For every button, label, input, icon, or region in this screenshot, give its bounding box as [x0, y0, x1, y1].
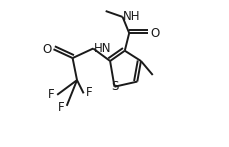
Text: F: F: [86, 86, 93, 99]
Text: S: S: [111, 80, 118, 93]
Text: NH: NH: [123, 10, 141, 23]
Text: O: O: [150, 27, 160, 40]
Text: F: F: [58, 101, 65, 114]
Text: F: F: [48, 88, 55, 101]
Text: O: O: [43, 43, 52, 56]
Text: HN: HN: [94, 42, 111, 55]
